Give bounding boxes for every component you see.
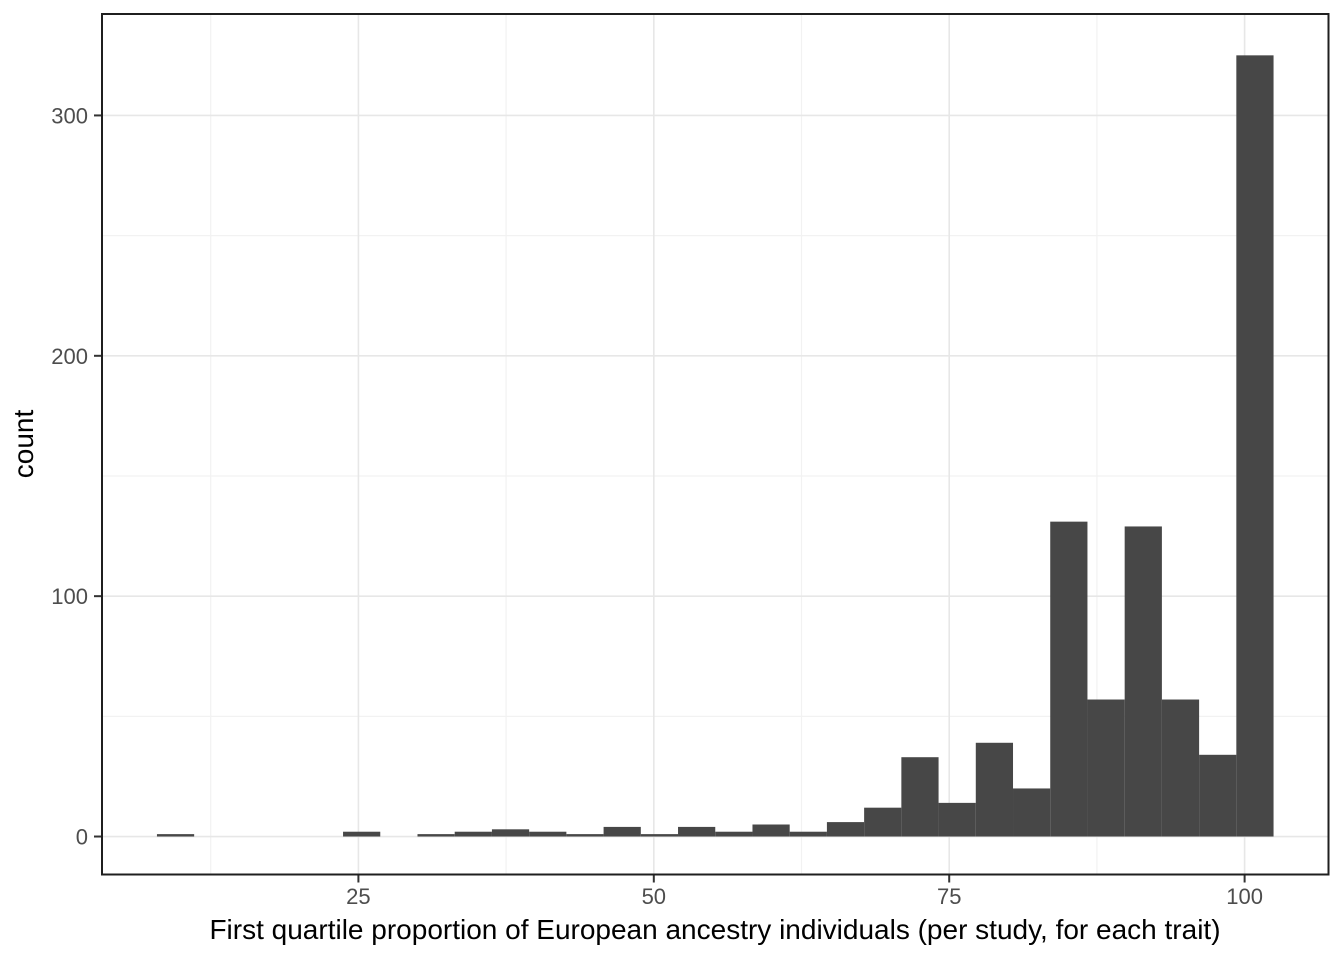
x-axis-tick-labels: 25 50 75 100 [346,884,1263,909]
histogram-bar [640,834,679,837]
y-tick-label: 0 [76,825,88,850]
histogram-bar [1124,526,1162,837]
x-tick-label: 50 [642,884,666,909]
histogram-bar [566,834,604,837]
histogram-bar [901,757,939,837]
histogram-bar [1161,699,1200,837]
histogram-bar [938,802,976,837]
histogram-bars [156,55,1274,837]
histogram-bar [789,831,827,837]
histogram-bar [491,829,530,837]
y-tick-label: 300 [51,103,88,128]
x-axis-title: First quartile proportion of European an… [209,914,1220,945]
histogram-bar [1050,521,1088,837]
histogram-bar [864,807,902,837]
x-tick-label: 100 [1226,884,1263,909]
histogram-bar [678,826,716,837]
histogram-bar [603,826,641,837]
histogram-bar [454,831,492,837]
histogram-bar [1199,754,1237,837]
histogram-bar [156,834,195,837]
histogram-bar [1087,699,1125,837]
x-tick-label: 75 [937,884,961,909]
histogram-bar [529,831,567,837]
axis-tick-marks [94,114,1246,883]
y-tick-label: 200 [51,344,88,369]
histogram-bar [752,824,790,837]
histogram-bar [975,742,1014,837]
histogram-bar [826,822,865,837]
y-axis-title: count [8,410,39,479]
histogram-bar [1236,55,1274,837]
x-tick-label: 25 [346,884,370,909]
panel-border [101,13,1330,876]
gridlines-minor [102,14,1329,875]
y-axis-tick-labels: 0 100 200 300 [51,103,88,849]
histogram-bar [1013,788,1051,837]
histogram-bar [343,831,381,837]
histogram-bar [715,831,753,837]
histogram-bar [417,834,455,837]
y-tick-label: 100 [51,584,88,609]
